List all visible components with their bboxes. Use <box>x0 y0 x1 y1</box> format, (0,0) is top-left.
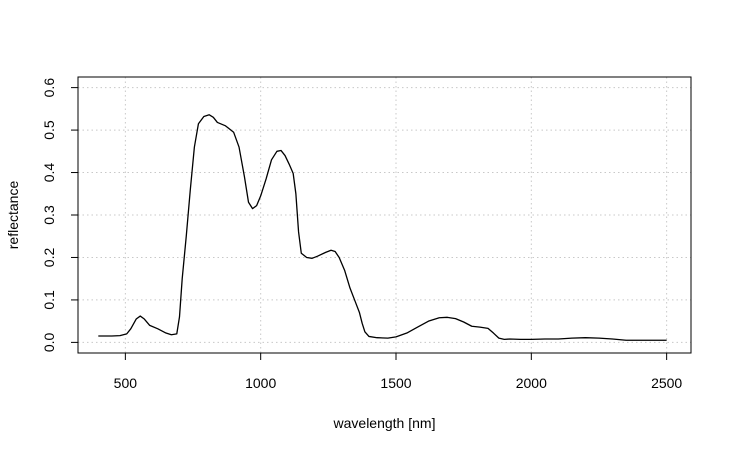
x-tick-label-2500: 2500 <box>651 375 682 391</box>
y-tick-label-0.5: 0.5 <box>41 120 57 140</box>
series-layer <box>98 114 667 341</box>
x-tick-label-1000: 1000 <box>245 375 276 391</box>
x-axis-label: wavelength [nm] <box>333 415 436 431</box>
y-tick-label-0.4: 0.4 <box>41 163 57 183</box>
y-tick-label-0.2: 0.2 <box>41 248 57 268</box>
y-tick-label-0.3: 0.3 <box>41 205 57 225</box>
series-line-0 <box>98 114 667 341</box>
y-tick-label-0.6: 0.6 <box>41 78 57 98</box>
x-tick-label-500: 500 <box>114 375 138 391</box>
y-axis: 0.0 0.1 0.2 0.3 0.4 0.5 0.6 <box>41 78 78 352</box>
x-axis: 500 1000 1500 2000 2500 <box>114 353 682 391</box>
y-tick-label-0.0: 0.0 <box>41 332 57 352</box>
x-tick-label-2000: 2000 <box>516 375 547 391</box>
y-tick-label-0.1: 0.1 <box>41 290 57 310</box>
y-axis-label: reflectance <box>5 181 21 250</box>
grid <box>78 77 691 353</box>
x-tick-label-1500: 1500 <box>380 375 411 391</box>
